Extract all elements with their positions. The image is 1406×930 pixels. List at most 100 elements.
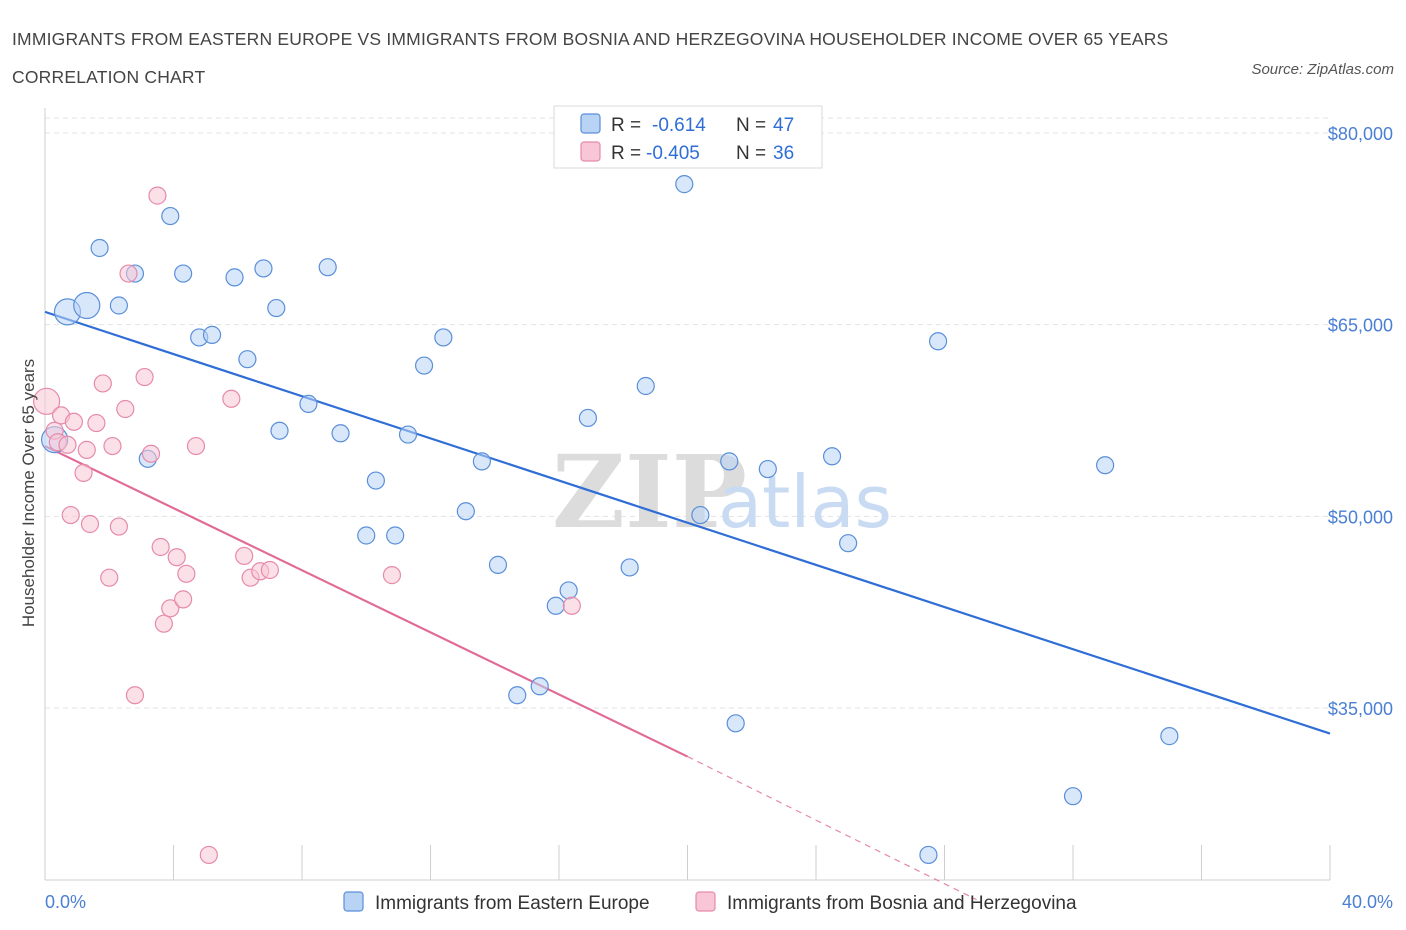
point-blue-27 (488, 555, 508, 574)
point-blue-23 (414, 356, 434, 375)
point-blue-40 (822, 447, 842, 466)
point-blue-37 (720, 452, 739, 471)
trend-line-pink (44, 445, 688, 758)
point-pink-27 (186, 436, 206, 456)
point-blue-46 (1160, 727, 1179, 746)
point-pink-35 (562, 596, 581, 615)
legend-swatch-blue (580, 113, 601, 134)
trend-lines (44, 310, 1331, 901)
grid-lines (45, 117, 1330, 709)
legend-n-label-1: N = (736, 115, 766, 136)
point-pink-34 (382, 566, 402, 585)
point-blue-7 (161, 206, 180, 226)
point-pink-7 (74, 463, 93, 482)
bottom-legend-swatch-pink (695, 891, 716, 912)
point-blue-41 (839, 534, 858, 553)
point-pink-9 (80, 514, 100, 534)
point-blue-25 (456, 502, 475, 521)
point-blue-32 (578, 408, 598, 428)
legend-n-value-1: 47 (773, 115, 794, 136)
data-points (33, 175, 1179, 865)
point-blue-24 (434, 328, 453, 347)
point-blue-30 (546, 596, 565, 615)
bottom-legend-swatch-blue (343, 891, 364, 912)
point-blue-17 (318, 258, 337, 277)
point-blue-35 (675, 175, 694, 194)
point-blue-2 (73, 291, 101, 320)
y-tick-label-2: $65,000 (1328, 316, 1393, 336)
bottom-legend: Immigrants from Eastern Europe Immigrant… (343, 891, 1077, 914)
point-pink-20 (148, 186, 167, 205)
point-blue-22 (398, 425, 418, 444)
point-blue-38 (726, 714, 745, 733)
point-pink-21 (151, 537, 170, 557)
point-pink-4 (58, 435, 77, 454)
point-blue-19 (357, 526, 376, 545)
x-tick-label-0: 0.0% (45, 892, 86, 912)
point-blue-45 (1096, 456, 1115, 475)
point-blue-10 (202, 325, 222, 344)
point-blue-33 (620, 558, 639, 577)
legend-swatch-pink (580, 141, 601, 162)
watermark-atlas: atlas (718, 460, 892, 544)
point-blue-34 (636, 376, 655, 396)
point-pink-10 (87, 413, 106, 433)
point-blue-21 (386, 526, 405, 545)
point-pink-24 (167, 548, 186, 567)
point-blue-28 (508, 686, 527, 705)
point-blue-44 (1063, 787, 1083, 806)
point-pink-25 (174, 590, 193, 609)
y-tick-label-3: $80,000 (1328, 124, 1393, 144)
point-pink-18 (135, 367, 154, 387)
chart-title: IMMIGRANTS FROM EASTERN EUROPE VS IMMIGR… (12, 29, 1169, 87)
point-blue-8 (174, 264, 193, 283)
point-blue-11 (225, 268, 244, 287)
point-pink-8 (77, 440, 96, 459)
legend-r-value-1: -0.614 (652, 115, 706, 136)
point-pink-6 (64, 412, 84, 431)
point-pink-0 (33, 387, 61, 415)
point-blue-26 (472, 452, 491, 471)
point-pink-15 (116, 399, 135, 419)
legend-r-label-2: R = (611, 143, 641, 164)
point-blue-31 (559, 581, 578, 600)
watermark: ZIP atlas (552, 433, 892, 551)
point-pink-13 (103, 436, 122, 456)
y-tick-label-1: $50,000 (1328, 507, 1393, 527)
point-pink-14 (109, 517, 128, 536)
point-pink-33 (260, 560, 279, 580)
legend-n-label-2: N = (736, 143, 766, 164)
point-pink-16 (119, 264, 138, 283)
point-blue-13 (254, 259, 273, 278)
point-blue-36 (691, 505, 710, 525)
stats-legend: R = -0.614 N = 47 R = -0.405 N = 36 (553, 105, 823, 169)
y-axis-label: Householder Income Over 65 years (19, 359, 38, 627)
y-tick-label-0: $35,000 (1328, 699, 1393, 719)
point-blue-39 (758, 459, 777, 479)
point-pink-29 (222, 389, 241, 408)
point-blue-4 (109, 296, 128, 315)
legend-r-value-2: -0.405 (646, 143, 700, 164)
point-pink-17 (125, 686, 145, 705)
point-blue-14 (267, 298, 286, 318)
point-pink-26 (177, 564, 196, 583)
x-tick-labels: 0.0% 40.0% (45, 892, 1393, 912)
legend-r-label-1: R = (611, 115, 641, 136)
point-pink-11 (93, 374, 112, 393)
bottom-legend-label-1: Immigrants from Eastern Europe (375, 893, 650, 914)
point-blue-43 (928, 332, 948, 351)
point-blue-16 (299, 394, 318, 413)
point-blue-12 (238, 350, 257, 369)
point-blue-3 (90, 238, 109, 258)
point-pink-19 (141, 444, 161, 463)
point-blue-15 (270, 421, 289, 440)
source-note: Source: ZipAtlas.com (1251, 61, 1394, 78)
trend-extension-pink (687, 756, 977, 901)
bottom-legend-label-2: Immigrants from Bosnia and Herzegovina (727, 893, 1077, 914)
trend-line-blue (44, 310, 1331, 735)
point-blue-42 (919, 845, 938, 865)
point-pink-30 (235, 546, 254, 566)
point-blue-20 (366, 471, 385, 490)
axes (44, 108, 1331, 881)
